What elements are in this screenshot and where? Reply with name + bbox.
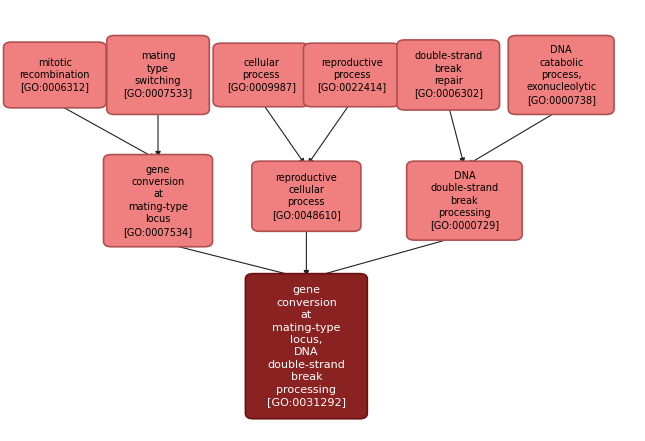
FancyBboxPatch shape bbox=[106, 35, 209, 114]
Text: DNA
double-strand
break
processing
[GO:0000729]: DNA double-strand break processing [GO:0… bbox=[430, 171, 499, 231]
FancyBboxPatch shape bbox=[304, 43, 400, 107]
FancyBboxPatch shape bbox=[103, 155, 212, 247]
Text: reproductive
cellular
process
[GO:0048610]: reproductive cellular process [GO:004861… bbox=[272, 172, 341, 220]
Text: reproductive
process
[GO:0022414]: reproductive process [GO:0022414] bbox=[317, 58, 386, 92]
Text: double-strand
break
repair
[GO:0006302]: double-strand break repair [GO:0006302] bbox=[414, 51, 482, 99]
Text: mating
type
switching
[GO:0007533]: mating type switching [GO:0007533] bbox=[123, 51, 193, 99]
FancyBboxPatch shape bbox=[508, 35, 614, 114]
FancyBboxPatch shape bbox=[406, 161, 522, 240]
Text: DNA
catabolic
process,
exonucleolytic
[GO:0000738]: DNA catabolic process, exonucleolytic [G… bbox=[526, 45, 596, 105]
Text: gene
conversion
at
mating-type
locus,
DNA
double-strand
break
processing
[GO:003: gene conversion at mating-type locus, DN… bbox=[267, 285, 346, 407]
Text: gene
conversion
at
mating-type
locus
[GO:0007534]: gene conversion at mating-type locus [GO… bbox=[123, 164, 193, 237]
Text: cellular
process
[GO:0009987]: cellular process [GO:0009987] bbox=[227, 58, 295, 92]
FancyBboxPatch shape bbox=[213, 43, 310, 107]
FancyBboxPatch shape bbox=[397, 40, 499, 110]
FancyBboxPatch shape bbox=[245, 273, 367, 419]
Text: mitotic
recombination
[GO:0006312]: mitotic recombination [GO:0006312] bbox=[19, 58, 90, 92]
FancyBboxPatch shape bbox=[252, 161, 361, 231]
FancyBboxPatch shape bbox=[4, 42, 106, 108]
